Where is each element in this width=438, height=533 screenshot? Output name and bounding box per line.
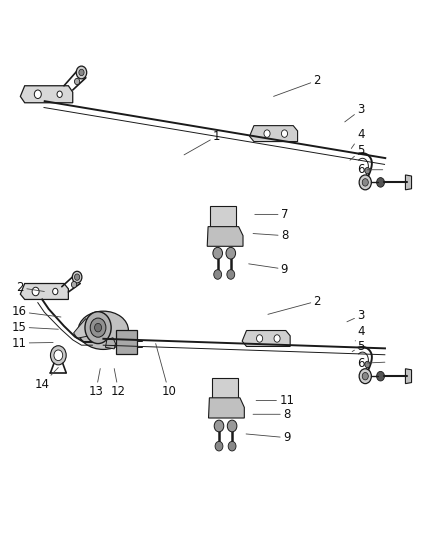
- Text: 3: 3: [345, 103, 364, 122]
- Polygon shape: [208, 398, 244, 418]
- Circle shape: [359, 369, 371, 384]
- Text: 15: 15: [11, 321, 58, 334]
- Text: 7: 7: [255, 208, 288, 221]
- Text: 9: 9: [246, 431, 290, 444]
- Bar: [210, 206, 237, 227]
- Polygon shape: [242, 330, 290, 346]
- Circle shape: [90, 318, 106, 337]
- Circle shape: [72, 271, 82, 283]
- Polygon shape: [406, 369, 412, 384]
- Text: 14: 14: [35, 368, 58, 391]
- Circle shape: [76, 66, 87, 79]
- Circle shape: [85, 312, 111, 344]
- Text: 5: 5: [352, 340, 364, 353]
- Circle shape: [32, 287, 39, 296]
- Text: 2: 2: [17, 281, 44, 294]
- Text: 3: 3: [347, 309, 364, 322]
- Circle shape: [377, 372, 385, 381]
- Circle shape: [377, 177, 385, 187]
- Circle shape: [362, 179, 368, 186]
- Circle shape: [365, 167, 370, 174]
- Circle shape: [213, 247, 223, 259]
- Text: 11: 11: [256, 394, 294, 407]
- Circle shape: [214, 420, 224, 432]
- Text: 6: 6: [357, 357, 385, 370]
- Polygon shape: [82, 321, 92, 335]
- Circle shape: [282, 130, 288, 138]
- Circle shape: [53, 288, 58, 295]
- Polygon shape: [207, 227, 243, 246]
- Text: 11: 11: [11, 336, 53, 350]
- Circle shape: [215, 441, 223, 451]
- Circle shape: [227, 420, 237, 432]
- Circle shape: [95, 324, 102, 332]
- Text: 5: 5: [350, 144, 364, 160]
- Circle shape: [54, 350, 63, 361]
- Circle shape: [214, 270, 222, 279]
- Text: 4: 4: [351, 128, 365, 149]
- Polygon shape: [406, 175, 412, 190]
- Circle shape: [359, 175, 371, 190]
- Circle shape: [79, 69, 84, 76]
- Polygon shape: [20, 86, 73, 103]
- Polygon shape: [250, 126, 297, 142]
- Polygon shape: [106, 338, 116, 349]
- Text: 13: 13: [88, 368, 103, 398]
- Circle shape: [226, 247, 236, 259]
- Polygon shape: [74, 319, 90, 338]
- Circle shape: [274, 335, 280, 342]
- Text: 1: 1: [184, 130, 221, 155]
- Circle shape: [228, 441, 236, 451]
- Text: 10: 10: [155, 344, 176, 398]
- Circle shape: [71, 281, 77, 288]
- Circle shape: [257, 335, 263, 342]
- Polygon shape: [20, 284, 68, 300]
- Text: 8: 8: [253, 229, 288, 242]
- Circle shape: [264, 130, 270, 138]
- Text: 2: 2: [274, 74, 321, 96]
- Circle shape: [34, 90, 41, 99]
- Circle shape: [57, 91, 62, 98]
- Ellipse shape: [78, 311, 128, 350]
- Text: 6: 6: [357, 163, 383, 176]
- Text: 2: 2: [268, 295, 321, 314]
- Bar: [116, 330, 138, 354]
- Circle shape: [74, 274, 80, 280]
- Bar: [212, 377, 238, 398]
- Circle shape: [50, 346, 66, 365]
- Text: 16: 16: [11, 305, 61, 318]
- Circle shape: [365, 361, 370, 368]
- Circle shape: [362, 373, 368, 380]
- Circle shape: [74, 78, 80, 85]
- Circle shape: [227, 270, 235, 279]
- Text: 9: 9: [249, 263, 288, 276]
- Text: 8: 8: [253, 408, 290, 421]
- Text: 4: 4: [355, 325, 365, 341]
- Text: 12: 12: [111, 368, 126, 398]
